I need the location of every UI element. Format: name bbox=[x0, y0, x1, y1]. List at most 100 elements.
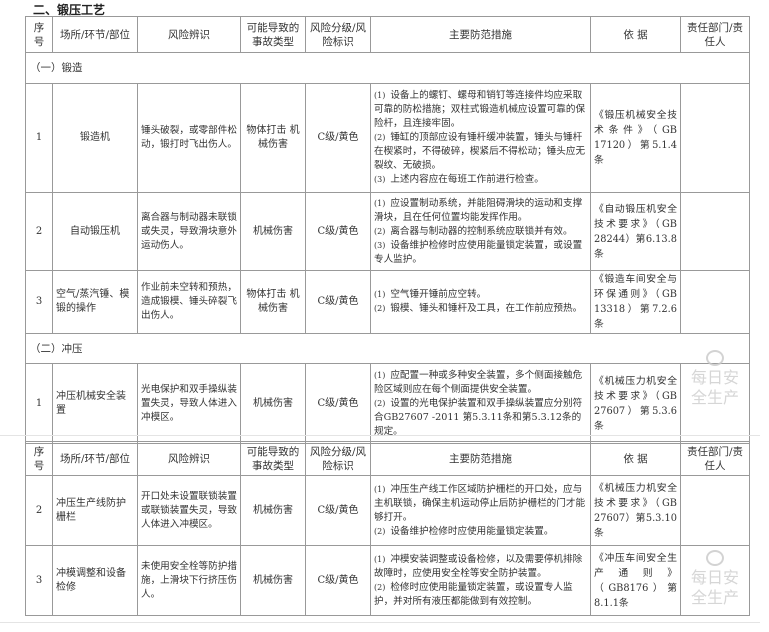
measure-item: (2) 检修时应使用能量锁定装置，或设置专人监护，并对所有液压都能做到有效控制。 bbox=[374, 581, 587, 609]
measure-item: (1) 冲压生产线工作区域防护栅栏的开口处，应与主机联锁，确保主机运动停止后防护栅… bbox=[374, 483, 587, 525]
risk-table-1: 序号 场所/环节/部位 风险辨识 可能导致的事故类型 风险分级/风险标识 主要防范措施依 … bbox=[25, 16, 750, 444]
measure-number: (1) bbox=[374, 198, 386, 208]
header-basis: 依 据 bbox=[590, 16, 681, 53]
row-level: C级/黄色 bbox=[305, 545, 371, 616]
row-measures: (1) 冲模安装调整或设备检修，以及需要停机排除故障时，应使用安全栓等安全防护装置… bbox=[370, 545, 591, 616]
row-level: C级/黄色 bbox=[305, 363, 371, 444]
row-risk: 未使用安全栓等防护措施，上滑块下行挤压伤人。 bbox=[137, 545, 241, 616]
row-owner bbox=[680, 363, 750, 444]
row-place: 空气/蒸汽锤、模锻的操作 bbox=[52, 270, 138, 334]
watermark-logo-icon bbox=[706, 550, 724, 566]
row-place: 冲模调整和设备检修 bbox=[52, 545, 138, 616]
measure-number: (2) bbox=[374, 304, 386, 313]
measure-number: (3) bbox=[374, 240, 386, 250]
measure-text: 检修时应使用能量锁定装置，或设置专人监护，并对所有液压都能做到有效控制。 bbox=[374, 581, 573, 607]
table-row: 3 冲模调整和设备检修 未使用安全栓等防护措施，上滑块下行挤压伤人。 机械伤害 C级/黄… bbox=[25, 545, 750, 616]
measure-number: (1) bbox=[374, 370, 386, 380]
row-risk: 开口处未设置联锁装置或联锁装置失灵，导致人体进入冲模区。 bbox=[137, 475, 241, 546]
measure-number: (1) bbox=[374, 554, 386, 564]
measure-item: (2) 锤缸的顶部应设有锤杆缓冲装置，锤头与锤杆在楔紧时，不得破碎，楔紧后不得松动… bbox=[374, 131, 587, 173]
row-measures: (1) 应设置制动系统，并能阻碍滑块的运动和支撑滑块，且在任何位置均能发挥作用。(… bbox=[370, 192, 591, 271]
row-basis: 《机械压力机安全技术要求》（GB 27607）第5.3.6条 bbox=[590, 363, 681, 444]
row-level: C级/黄色 bbox=[305, 475, 371, 546]
header-measures: 主要防范措施 bbox=[370, 16, 591, 53]
measure-number: (1) bbox=[374, 290, 386, 299]
row-no: 3 bbox=[25, 545, 53, 616]
row-basis: 《锻造车间安全与环保通则》（GB 13318）第7.2.6条 bbox=[590, 270, 681, 334]
measure-text: 锻模、锤头和锤杆及工具，在工作前应预热。 bbox=[390, 303, 583, 314]
header-row: 序号 场所/环节/部位 风险辨识 可能导致的事故类型 风险分级/风险标识 主要防范措施依 … bbox=[25, 441, 750, 476]
header-place: 场所/环节/部位 bbox=[52, 16, 138, 53]
row-risk: 光电保护和双手操纵装置失灵，导致人体进入冲模区。 bbox=[137, 363, 241, 444]
row-level: C级/黄色 bbox=[305, 83, 371, 193]
measure-item: (3) 设备维护检修时应使用能量锁定装置，或设置专人监护。 bbox=[374, 239, 587, 267]
measure-text: 设备维护检修时应使用能量锁定装置。 bbox=[390, 525, 554, 537]
measure-text: 设备维护检修时应使用能量锁定装置，或设置专人监护。 bbox=[374, 239, 583, 265]
header-risk: 风险辨识 bbox=[137, 16, 241, 53]
row-no: 3 bbox=[25, 270, 53, 334]
group-title: （二）冲压 bbox=[25, 333, 750, 364]
measure-text: 设备上的螺钉、螺母和销钉等连接件均应采取可靠的防松措施；双柱式锻造机械应设置可靠… bbox=[374, 90, 586, 129]
header-owner: 责任部门/责任人 bbox=[680, 441, 750, 476]
measure-text: 锤缸的顶部应设有锤杆缓冲装置，锤头与锤杆在楔紧时，不得破碎，楔紧后不得松动；锤头… bbox=[374, 132, 586, 171]
row-measures: (1) 冲压生产线工作区域防护栅栏的开口处，应与主机联锁，确保主机运动停止后防护栅… bbox=[370, 475, 591, 546]
measure-text: 空气锤开锤前应空转。 bbox=[390, 289, 487, 300]
table-row: 1 冲压机械安全装置 光电保护和双手操纵装置失灵，导致人体进入冲模区。 机械伤害 C级/… bbox=[25, 363, 750, 444]
row-measures: (1) 空气锤开锤前应空转。 (2) 锻模、锤头和锤杆及工具，在工作前应预热。 bbox=[370, 270, 591, 334]
table-row: 3 空气/蒸汽锤、模锻的操作 作业前未空转和预热，造成锻模、锤头碎裂飞出伤人。 物体打… bbox=[25, 270, 750, 334]
measure-number: (2) bbox=[374, 226, 386, 236]
row-accident: 物体打击 机械伤害 bbox=[240, 270, 306, 334]
row-place: 锻造机 bbox=[52, 83, 138, 193]
row-risk: 锤头破裂，或零部件松动，锻打时飞出伤人。 bbox=[137, 83, 241, 193]
row-accident: 机械伤害 bbox=[240, 545, 306, 616]
watermark-logo-icon bbox=[706, 350, 724, 366]
row-level: C级/黄色 bbox=[305, 192, 371, 271]
measure-item: (3) 上述内容应在每班工作前进行检查。 bbox=[374, 173, 587, 187]
row-basis: 《自动锻压机安全技术要求》（GB 28244）第6.13.8条 bbox=[590, 192, 681, 271]
measure-item: (1) 设备上的螺钉、螺母和销钉等连接件均应采取可靠的防松措施；双柱式锻造机械应设… bbox=[374, 89, 587, 131]
row-place: 冲压机械安全装置 bbox=[52, 363, 138, 444]
header-no: 序号 bbox=[25, 16, 53, 53]
row-level: C级/黄色 bbox=[305, 270, 371, 334]
measure-number: (2) bbox=[374, 398, 386, 408]
row-accident: 物体打击 机械伤害 bbox=[240, 83, 306, 193]
row-basis: 《冲压车间安全生产通则》（GB8176）第8.1.1条 bbox=[590, 545, 681, 616]
measure-number: (1) bbox=[374, 91, 386, 100]
risk-table-2: 序号 场所/环节/部位 风险辨识 可能导致的事故类型 风险分级/风险标识 主要防范措施依 … bbox=[25, 441, 750, 616]
row-place: 自动锻压机 bbox=[52, 192, 138, 271]
header-basis: 依 据 bbox=[590, 441, 681, 476]
watermark: 每日安全生产 bbox=[685, 350, 745, 408]
measure-text: 冲模安装调整或设备检修，以及需要停机排除故障时，应使用安全栓等安全防护装置。 bbox=[374, 553, 583, 579]
row-owner bbox=[680, 192, 750, 271]
watermark: 每日安全生产 bbox=[685, 550, 745, 608]
row-measures: (1) 设备上的螺钉、螺母和销钉等连接件均应采取可靠的防松措施；双柱式锻造机械应设… bbox=[370, 83, 591, 193]
row-no: 1 bbox=[25, 83, 53, 193]
header-risk: 风险辨识 bbox=[137, 441, 241, 476]
row-no: 1 bbox=[25, 363, 53, 444]
row-accident: 机械伤害 bbox=[240, 363, 306, 444]
header-row: 序号 场所/环节/部位 风险辨识 可能导致的事故类型 风险分级/风险标识 主要防范措施依 … bbox=[25, 16, 750, 53]
group-title: （一）锻造 bbox=[25, 52, 750, 84]
header-accident: 可能导致的事故类型 bbox=[240, 16, 306, 53]
group-row: （一）锻造 bbox=[25, 52, 750, 84]
measure-item: (1) 应设置制动系统，并能阻碍滑块的运动和支撑滑块，且在任何位置均能发挥作用。 bbox=[374, 197, 587, 225]
measure-number: (1) bbox=[374, 484, 386, 494]
measure-number: (2) bbox=[374, 526, 386, 536]
row-owner bbox=[680, 83, 750, 193]
measure-number: (2) bbox=[374, 133, 386, 142]
row-place: 冲压生产线防护栅栏 bbox=[52, 475, 138, 546]
measure-number: (3) bbox=[374, 175, 386, 184]
row-owner bbox=[680, 270, 750, 334]
row-risk: 作业前未空转和预热，造成锻模、锤头碎裂飞出伤人。 bbox=[137, 270, 241, 334]
header-no: 序号 bbox=[25, 441, 53, 476]
row-accident: 机械伤害 bbox=[240, 192, 306, 271]
measure-text: 上述内容应在每班工作前进行检查。 bbox=[390, 174, 544, 185]
row-no: 2 bbox=[25, 475, 53, 546]
measure-item: (2) 离合器与制动器的控制系统应联锁并有效。 bbox=[374, 225, 587, 239]
measure-text: 应配置一种或多种安全装置，多个侧面接触危险区域则应在每个侧面提供安全装置。 bbox=[374, 369, 583, 395]
header-place: 场所/环节/部位 bbox=[52, 441, 138, 476]
row-basis: 《锻压机械安全技术条件》（GB 17120）第5.1.4条 bbox=[590, 83, 681, 193]
table-row: 2 自动锻压机 离合器与制动器未联锁或失灵，导致滑块意外运动伤人。 机械伤害 C级/黄色… bbox=[25, 192, 750, 271]
header-owner: 责任部门/责任人 bbox=[680, 16, 750, 53]
page-panel bbox=[0, 435, 760, 623]
